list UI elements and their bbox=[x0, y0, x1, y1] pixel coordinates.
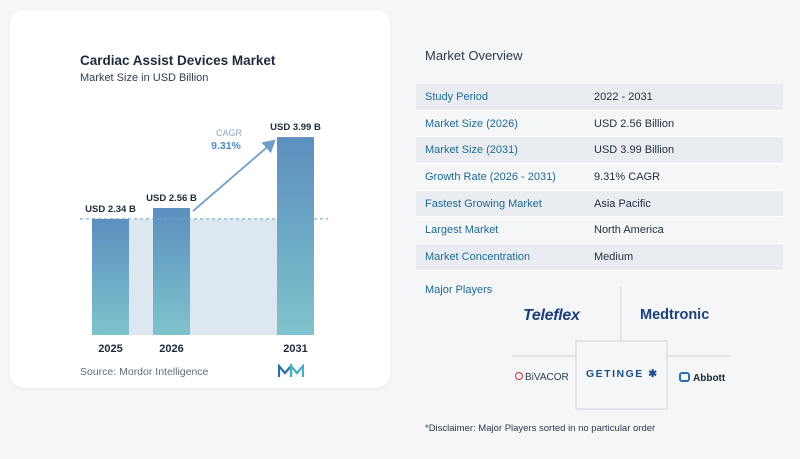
getinge-logo-text: GETINGE bbox=[586, 368, 644, 380]
overview-row: Market Size (2026) USD 2.56 Billion bbox=[416, 110, 783, 138]
cagr-label: CAGR bbox=[216, 128, 243, 138]
major-players-title: Major Players bbox=[425, 284, 493, 296]
overview-value: 2022 - 2031 bbox=[594, 90, 653, 103]
overview-row: Market Concentration Medium bbox=[416, 244, 783, 271]
cagr-arrow bbox=[192, 139, 276, 212]
overview-value: 9.31% CAGR bbox=[594, 170, 661, 183]
getinge-star-icon: ✱ bbox=[648, 368, 659, 380]
overview-label: Market Concentration bbox=[425, 250, 531, 263]
overview-value: Asia Pacific bbox=[594, 197, 651, 210]
category-label: 2025 bbox=[98, 343, 122, 355]
overview-row: Fastest Growing Market Asia Pacific bbox=[416, 190, 783, 218]
disclaimer: *Disclaimer: Major Players sorted in no … bbox=[425, 423, 656, 434]
bar bbox=[277, 137, 314, 335]
overview-row: Largest Market North America bbox=[416, 217, 783, 245]
overview-label: Market Size (2026) bbox=[425, 117, 518, 130]
bar bbox=[153, 208, 190, 335]
overview-label: Market Size (2031) bbox=[425, 144, 518, 157]
abbott-logo: Abbott bbox=[679, 372, 725, 384]
overview-label: Fastest Growing Market bbox=[425, 197, 542, 210]
overview-value: North America bbox=[594, 224, 664, 237]
bivacor-mark-icon bbox=[515, 372, 523, 380]
overview-label: Growth Rate (2026 - 2031) bbox=[425, 170, 556, 183]
overview-row: Study Period 2022 - 2031 bbox=[416, 84, 783, 111]
overview-value: USD 3.99 Billion bbox=[594, 144, 675, 157]
chart-title: Cardiac Assist Devices Market bbox=[80, 53, 276, 68]
overview-row: Market Size (2031) USD 3.99 Billion bbox=[416, 137, 783, 165]
overview-value: Medium bbox=[594, 250, 634, 263]
medtronic-logo: Medtronic bbox=[640, 307, 710, 323]
overview-value: USD 2.56 Billion bbox=[594, 117, 675, 130]
category-label: 2026 bbox=[159, 343, 183, 355]
bivacor-logo-text: BiVACOR bbox=[525, 372, 569, 383]
abbott-mark-icon bbox=[679, 372, 690, 382]
getinge-logo: GETINGE ✱ bbox=[586, 368, 659, 380]
data-label: USD 2.56 B bbox=[146, 193, 197, 204]
source-text: Source: Mordor Intelligence bbox=[80, 366, 209, 378]
bivacor-logo: BiVACOR bbox=[515, 372, 569, 383]
teleflex-logo: Teleflex bbox=[523, 307, 580, 324]
data-label: USD 2.34 B bbox=[85, 204, 136, 215]
cagr-value: 9.31% bbox=[211, 140, 241, 152]
abbott-logo-text: Abbott bbox=[693, 373, 726, 384]
bar bbox=[92, 218, 129, 335]
category-label: 2031 bbox=[283, 343, 307, 355]
chart-subtitle: Market Size in USD Billion bbox=[80, 72, 209, 84]
data-label: USD 3.99 B bbox=[270, 122, 321, 133]
overview-label: Study Period bbox=[425, 90, 488, 103]
bar-chart: USD 2.34 B USD 2.56 B USD 3.99 B 2025 2026 20… bbox=[80, 122, 328, 355]
mordor-logo-icon bbox=[278, 364, 304, 377]
overview-row: Growth Rate (2026 - 2031) 9.31% CAGR bbox=[416, 164, 783, 191]
overview-label: Largest Market bbox=[425, 224, 499, 237]
overview-table: Study Period 2022 - 2031 Market Size (202… bbox=[416, 84, 783, 271]
overview-title: Market Overview bbox=[425, 48, 523, 63]
